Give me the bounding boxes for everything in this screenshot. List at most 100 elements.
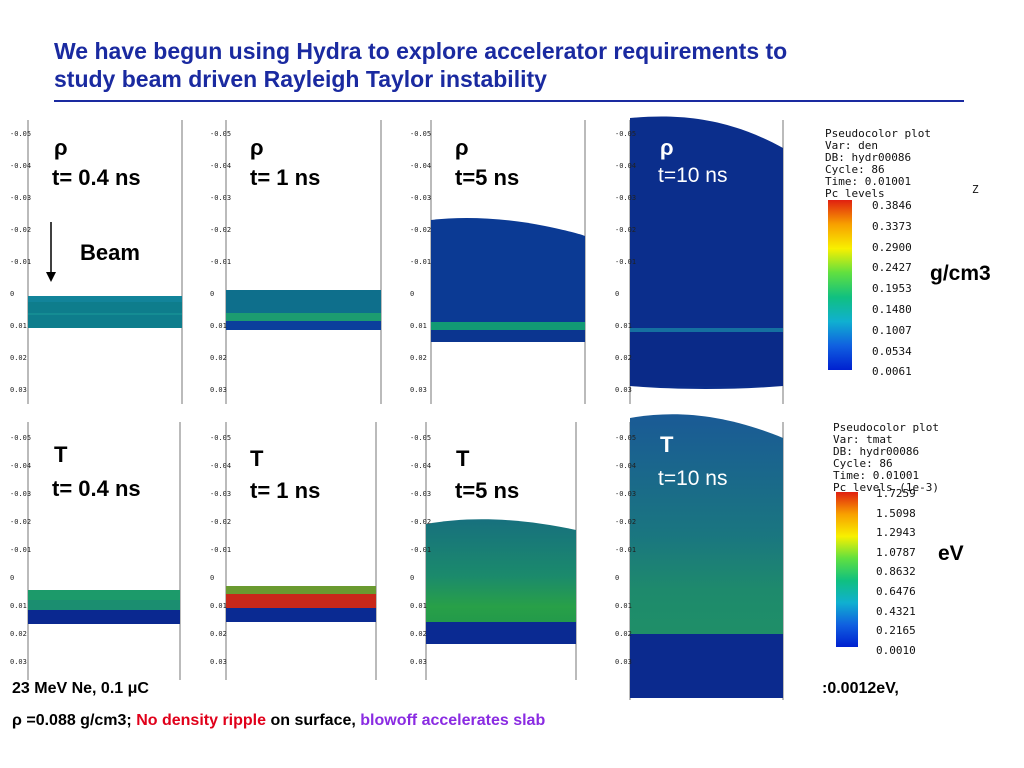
density-symbol-3: ρ — [455, 135, 469, 160]
axis-tick-label: 0 — [410, 574, 415, 582]
axis-tick-label: -0.04 — [615, 162, 637, 170]
legend-line: Pseudocolor plot — [825, 127, 931, 140]
axis-tick-label: 0.02 — [615, 354, 632, 362]
legend-line: Var: den — [825, 139, 878, 152]
axis-tick-label: -0.03 — [10, 490, 32, 498]
slide-title: We have begun using Hydra to explore acc… — [54, 37, 984, 93]
axis-tick-label: 0 — [615, 290, 620, 298]
footer-no-ripple: No density ripple — [136, 712, 266, 729]
axis-tick-label: -0.05 — [10, 130, 32, 138]
axis-tick-label: -0.05 — [615, 434, 637, 442]
temperature-plot-4 — [605, 412, 805, 702]
axis-tick-label: -0.01 — [210, 258, 232, 266]
density-colorbar — [828, 200, 852, 370]
density-legend-header: Pseudocolor plot Var: den DB: hydr00086 … — [825, 128, 931, 200]
temperature-plot-1 — [0, 412, 200, 682]
rho-symbol: ρ — [12, 712, 22, 729]
z-axis-label: Z — [972, 183, 979, 196]
axis-tick-label: -0.04 — [615, 462, 637, 470]
temperature-time-4: t=10 ns — [658, 467, 728, 490]
axis-tick-label: -0.01 — [615, 546, 637, 554]
axis-tick-label: 0.02 — [210, 630, 227, 638]
axis-tick-label: -0.03 — [410, 194, 432, 202]
level-value: 0.2427 — [872, 261, 912, 275]
axis-tick-label: -0.05 — [410, 130, 432, 138]
axis-tick-label: 0.01 — [410, 322, 427, 330]
level-value: 0.1007 — [872, 323, 912, 337]
temperature-unit: eV — [938, 542, 964, 565]
axis-tick-label: -0.03 — [210, 194, 232, 202]
axis-tick-label: 0.01 — [210, 322, 227, 330]
axis-tick-label: -0.03 — [615, 194, 637, 202]
density-plot-2 — [200, 108, 400, 408]
level-value: 0.0061 — [872, 365, 912, 379]
axis-tick-label: -0.04 — [10, 462, 32, 470]
axis-tick-label: 0.01 — [615, 322, 632, 330]
title-underline — [54, 100, 964, 102]
density-symbol-2: ρ — [250, 135, 264, 160]
level-value: 0.2165 — [876, 624, 916, 638]
axis-tick-label: -0.03 — [210, 490, 232, 498]
axis-tick-label: -0.05 — [410, 434, 432, 442]
temperature-plot-3 — [400, 412, 605, 682]
beam-label: Beam — [80, 240, 140, 265]
legend-line: Pc levels — [825, 187, 885, 200]
axis-tick-label: -0.02 — [615, 226, 637, 234]
temperature-time-2: t= 1 ns — [250, 478, 321, 503]
level-value: 0.1953 — [872, 282, 912, 296]
axis-tick-label: -0.03 — [410, 490, 432, 498]
legend-line: Var: tmat — [833, 433, 893, 446]
footer-line-2: ρ =0.088 g/cm3; No density ripple on sur… — [12, 712, 545, 730]
density-plot-1 — [0, 108, 200, 408]
axis-tick-label: -0.02 — [210, 518, 232, 526]
density-symbol-4: ρ — [660, 135, 674, 160]
axis-tick-label: 0.02 — [10, 354, 27, 362]
axis-tick-label: -0.02 — [10, 518, 32, 526]
level-value: 0.3846 — [872, 199, 912, 212]
temperature-levels: 1.7259 1.5098 1.2943 1.0787 0.8632 0.647… — [876, 484, 916, 660]
axis-tick-label: 0.02 — [615, 630, 632, 638]
axis-tick-label: -0.03 — [615, 490, 637, 498]
axis-tick-label: 0.02 — [10, 630, 27, 638]
axis-tick-label: 0.02 — [410, 354, 427, 362]
axis-tick-label: 0.03 — [410, 386, 427, 394]
legend-line: Time: 0.01001 — [825, 175, 912, 188]
axis-tick-label: 0 — [210, 290, 215, 298]
axis-tick-label: -0.01 — [615, 258, 637, 266]
temperature-time-1: t= 0.4 ns — [52, 476, 141, 501]
axis-tick-label: -0.04 — [410, 462, 432, 470]
axis-tick-label: -0.04 — [10, 162, 32, 170]
legend-line: DB: hydr00086 — [833, 445, 920, 458]
footer-line-1-right: :0.0012eV, — [822, 680, 899, 697]
axis-tick-label: -0.02 — [615, 518, 637, 526]
level-value: 0.0010 — [876, 643, 916, 657]
axis-tick-label: -0.01 — [10, 258, 32, 266]
temperature-legend-header: Pseudocolor plot Var: tmat DB: hydr00086… — [833, 422, 939, 494]
density-time-1: t= 0.4 ns — [52, 165, 141, 190]
level-value: 1.2943 — [876, 526, 916, 540]
axis-tick-label: -0.02 — [410, 518, 432, 526]
legend-line: DB: hydr00086 — [825, 151, 912, 164]
temperature-symbol-4: T — [660, 432, 674, 457]
axis-tick-label: -0.05 — [615, 130, 637, 138]
temperature-plot-2 — [200, 412, 400, 682]
density-symbol-1: ρ — [54, 135, 68, 160]
axis-tick-label: -0.05 — [210, 434, 232, 442]
axis-tick-label: -0.04 — [210, 462, 232, 470]
axis-tick-label: 0 — [10, 574, 15, 582]
axis-tick-label: 0.01 — [10, 322, 27, 330]
density-plot-4 — [605, 108, 805, 408]
level-value: 0.6476 — [876, 584, 916, 598]
level-value: 0.3373 — [872, 219, 912, 233]
axis-tick-label: -0.02 — [10, 226, 32, 234]
density-time-2: t= 1 ns — [250, 165, 321, 190]
level-value: 0.0534 — [872, 344, 912, 358]
level-value: 1.7259 — [876, 487, 916, 500]
axis-tick-label: -0.01 — [10, 546, 32, 554]
level-value: 0.4321 — [876, 604, 916, 618]
axis-tick-label: 0.03 — [615, 658, 632, 666]
axis-tick-label: 0.03 — [10, 386, 27, 394]
density-plot-3 — [405, 108, 605, 408]
axis-tick-label: -0.05 — [10, 434, 32, 442]
footer-blowoff: blowoff accelerates slab — [360, 712, 546, 729]
